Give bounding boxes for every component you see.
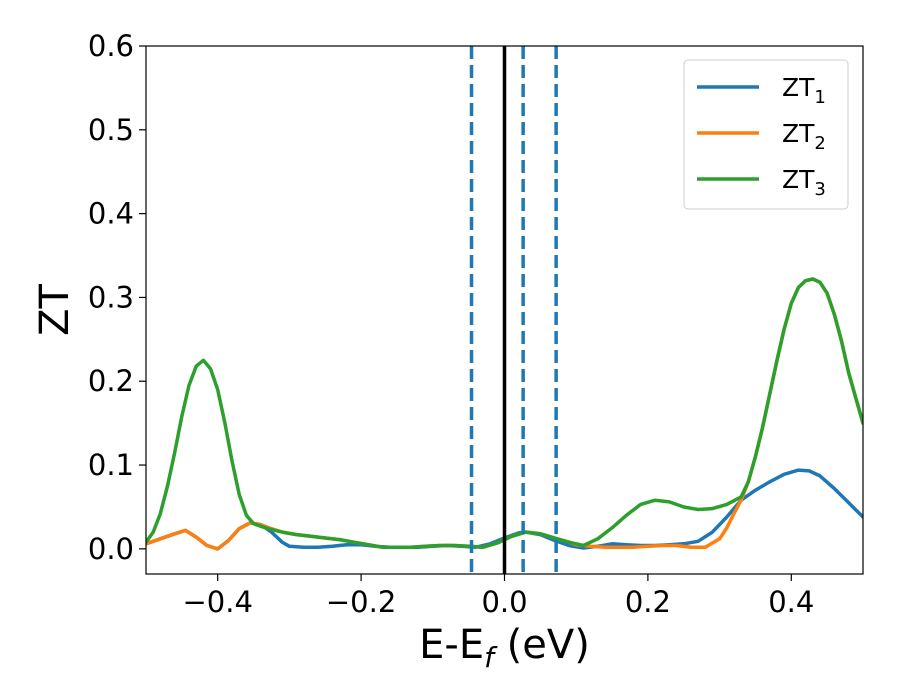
y-tick-label: 0.3 bbox=[88, 280, 134, 314]
x-tick-label: 0.4 bbox=[768, 585, 814, 619]
legend: ZT1 ZT2 ZT3 bbox=[683, 59, 849, 210]
y-axis: 0.0 0.1 0.2 0.3 0.4 0.5 0.6 bbox=[88, 29, 146, 566]
series-layer bbox=[146, 277, 863, 551]
y-tick-label: 0.4 bbox=[88, 197, 134, 231]
legend-label-2: ZT2 bbox=[782, 119, 826, 154]
legend-label-1: ZT1 bbox=[782, 73, 826, 108]
legend-box bbox=[683, 59, 849, 210]
x-tick-label: −0.4 bbox=[182, 585, 252, 619]
y-tick-label: 0.6 bbox=[88, 29, 134, 63]
x-tick-label: 0.2 bbox=[625, 585, 671, 619]
y-tick-label: 0.1 bbox=[88, 448, 134, 482]
x-tick-label: 0.0 bbox=[481, 585, 527, 619]
x-tick-label: −0.2 bbox=[326, 585, 396, 619]
y-axis-label: ZT bbox=[32, 284, 78, 336]
x-axis-label: E-Ef (eV) bbox=[419, 622, 590, 674]
y-tick-label: 0.0 bbox=[88, 532, 134, 566]
legend-label-3: ZT3 bbox=[782, 165, 826, 200]
x-axis: −0.4 −0.2 0.0 0.2 0.4 bbox=[182, 574, 814, 619]
reference-lines bbox=[469, 46, 558, 574]
series-line-3 bbox=[146, 277, 863, 549]
y-tick-label: 0.5 bbox=[88, 113, 134, 147]
y-tick-label: 0.2 bbox=[88, 364, 134, 398]
